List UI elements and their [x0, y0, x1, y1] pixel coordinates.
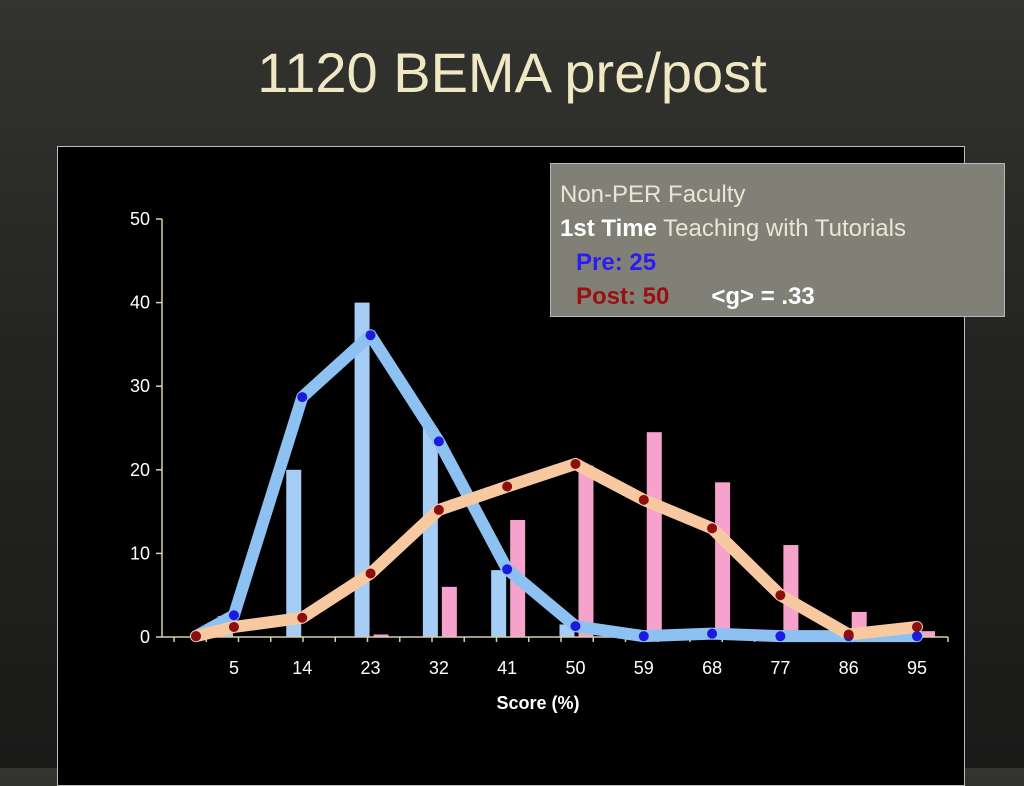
post-bar: [441, 586, 457, 637]
annotation-gain-label: <g> = .33: [711, 283, 815, 310]
score-distribution-chart: 0 10 20 30 40 50 5 14 23 32 41 50 59 68 77 86 95 Score (%…: [130, 209, 949, 713]
y-tick-label: 20: [130, 460, 150, 480]
pre-point: [570, 621, 581, 632]
post-point: [912, 621, 922, 632]
annotation-line2-rest: Teaching with Tutorials: [663, 215, 906, 242]
pre-line: [190, 329, 923, 643]
x-tick-label: 86: [839, 658, 859, 678]
x-tick-label: 14: [292, 658, 312, 678]
x-tick-label: 59: [634, 658, 654, 678]
post-point: [502, 481, 513, 492]
post-point: [707, 523, 718, 534]
post-bar: [373, 634, 389, 637]
y-tick-label: 50: [130, 209, 150, 229]
post-point: [433, 504, 444, 515]
x-tick-label: 68: [702, 658, 722, 678]
pre-point: [297, 392, 308, 403]
annotation-line4: Post: 50 <g> = .33: [560, 280, 1004, 314]
pre-point: [228, 610, 239, 621]
post-point: [775, 590, 786, 601]
post-point: [638, 494, 649, 505]
post-bar: [715, 482, 731, 637]
pre-point: [912, 631, 922, 642]
annotation-line2: 1st Time Teaching with Tutorials: [560, 212, 1004, 246]
x-tick-label: 77: [770, 658, 790, 678]
post-point: [228, 621, 239, 632]
y-tick-label: 10: [130, 543, 150, 563]
annotation-pre-label: Pre: 25: [576, 249, 657, 276]
pre-bar: [286, 469, 302, 637]
post-bar: [646, 432, 662, 637]
pre-point: [775, 631, 786, 642]
x-axis-title: Score (%): [496, 693, 579, 713]
post-point: [570, 458, 581, 469]
post-bar: [578, 465, 594, 637]
annotation-line1: Non-PER Faculty: [560, 181, 746, 208]
pre-point: [638, 631, 649, 642]
y-tick-label: 40: [130, 293, 150, 313]
pre-point: [707, 628, 718, 639]
x-tick-label: 32: [429, 658, 449, 678]
post-point: [365, 568, 376, 579]
annotation-box: Non-PER Faculty 1st Time Teaching with T…: [550, 163, 1005, 317]
pre-point: [365, 330, 376, 341]
pre-point: [502, 564, 513, 575]
pre-bar: [422, 428, 438, 637]
post-point: [843, 629, 854, 640]
pre-point: [433, 436, 444, 447]
x-tick-label: 50: [565, 658, 585, 678]
slide-title: 1120 BEMA pre/post: [257, 41, 767, 104]
post-line: [190, 457, 923, 643]
post-bar: [783, 545, 799, 637]
post-point: [297, 612, 308, 623]
y-tick-label: 30: [130, 376, 150, 396]
x-tick-label: 23: [361, 658, 381, 678]
x-tick-label: 95: [907, 658, 927, 678]
post-bar: [920, 631, 935, 637]
annotation-post-label: Post: 50: [576, 283, 670, 310]
x-tick-label: 41: [497, 658, 517, 678]
post-point: [191, 631, 201, 642]
pre-bar: [491, 570, 507, 637]
pre-bar: [354, 302, 370, 637]
annotation-line2-bold: 1st Time: [560, 215, 657, 242]
x-tick-label: 5: [229, 658, 239, 678]
y-tick-label: 0: [140, 627, 150, 647]
